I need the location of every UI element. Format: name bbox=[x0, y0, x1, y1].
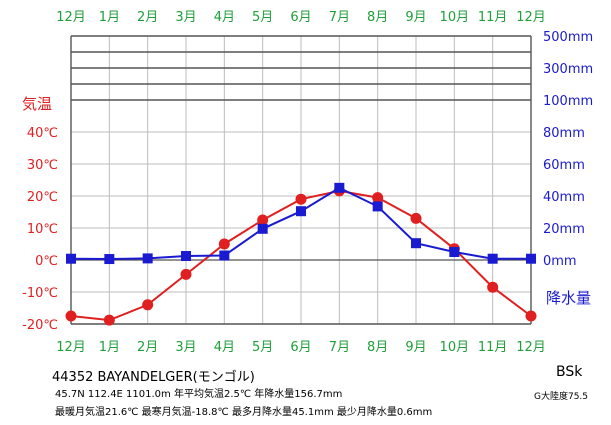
bottom-month-label: 11月 bbox=[478, 340, 508, 355]
bottom-month-label: 8月 bbox=[367, 340, 388, 355]
precipitation-series bbox=[66, 182, 536, 265]
bottom-month-label: 2月 bbox=[137, 340, 158, 355]
precipitation-point bbox=[411, 238, 421, 249]
precipitation-point bbox=[334, 182, 345, 193]
precipitation-point bbox=[66, 253, 76, 264]
station-name: 44352 BAYANDELGER(モンゴル) bbox=[52, 370, 255, 385]
top-month-label: 11月 bbox=[478, 10, 508, 25]
temperature-point bbox=[372, 192, 384, 204]
precipitation-point bbox=[219, 250, 230, 261]
bottom-month-label: 3月 bbox=[175, 340, 196, 355]
temperature-tick-labels: -20℃ -10℃ 0℃ 10℃ 20℃ 30℃ 40℃ bbox=[22, 126, 58, 333]
temperature-point bbox=[295, 193, 307, 205]
station-extremes-summary: 最暖月気温21.6℃ 最寒月気温-18.8℃ 最多月降水量45.1mm 最少月降… bbox=[55, 407, 433, 418]
bottom-month-labels: 12月 1月 2月 3月 4月 5月 6月 7月 8月 9月 10月 11月 12月 bbox=[56, 340, 546, 355]
continentality-index: G大陸度75.5 bbox=[534, 392, 589, 402]
temperature-tick-label: 30℃ bbox=[27, 158, 58, 173]
precipitation-point bbox=[526, 253, 536, 264]
top-month-label: 7月 bbox=[329, 10, 350, 25]
temperature-point bbox=[410, 212, 422, 224]
temperature-point bbox=[180, 268, 192, 280]
bottom-month-label: 12月 bbox=[56, 340, 86, 355]
grid-lines bbox=[71, 36, 531, 324]
bottom-month-label: 6月 bbox=[290, 340, 311, 355]
bottom-month-label: 7月 bbox=[329, 340, 350, 355]
temperature-point bbox=[487, 281, 499, 293]
precipitation-point bbox=[181, 251, 191, 261]
bottom-month-label: 10月 bbox=[440, 340, 470, 355]
temperature-point bbox=[103, 314, 115, 326]
precipitation-tick-label: 20mm bbox=[543, 222, 585, 237]
precipitation-point bbox=[257, 223, 268, 234]
temperature-tick-label: 40℃ bbox=[27, 126, 58, 141]
precipitation-point bbox=[104, 254, 115, 265]
precipitation-point bbox=[142, 253, 153, 264]
temperature-point bbox=[65, 310, 77, 322]
precipitation-point bbox=[372, 201, 383, 212]
precipitation-axis-title: 降水量 bbox=[546, 289, 591, 307]
bottom-month-label: 4月 bbox=[214, 340, 235, 355]
temperature-tick-label: 10℃ bbox=[27, 222, 58, 237]
precipitation-point bbox=[296, 206, 306, 217]
precipitation-tick-label: 40mm bbox=[543, 190, 585, 205]
precipitation-tick-label: 60mm bbox=[543, 158, 585, 173]
precipitation-point bbox=[487, 253, 498, 264]
top-month-label: 1月 bbox=[99, 10, 120, 25]
temperature-tick-label: -20℃ bbox=[22, 318, 58, 333]
top-month-label: 3月 bbox=[175, 10, 196, 25]
bottom-month-label: 9月 bbox=[405, 340, 426, 355]
precipitation-tick-label: 0mm bbox=[543, 254, 577, 269]
temperature-tick-label: 0℃ bbox=[35, 254, 58, 269]
koppen-classification: BSk bbox=[556, 364, 583, 380]
top-month-label: 4月 bbox=[214, 10, 235, 25]
temperature-point bbox=[525, 310, 537, 322]
bottom-month-label: 5月 bbox=[252, 340, 273, 355]
station-location-summary: 45.7N 112.4E 1101.0m 年平均気温2.5℃ 年降水量156.7… bbox=[55, 389, 343, 400]
temperature-point bbox=[142, 299, 154, 311]
top-month-label: 5月 bbox=[252, 10, 273, 25]
plot-frame bbox=[70, 35, 532, 325]
top-month-label: 10月 bbox=[440, 10, 470, 25]
temperature-point bbox=[257, 214, 269, 226]
precipitation-tick-label: 80mm bbox=[543, 126, 585, 141]
precipitation-tick-labels: 0mm 20mm 40mm 60mm 80mm 100mm 300mm 500mm bbox=[543, 30, 593, 269]
top-month-label: 8月 bbox=[367, 10, 388, 25]
top-month-label: 9月 bbox=[405, 10, 426, 25]
precipitation-tick-label: 500mm bbox=[543, 30, 593, 45]
top-month-labels: 12月 1月 2月 3月 4月 5月 6月 7月 8月 9月 10月 11月 12月 bbox=[56, 10, 546, 25]
precipitation-tick-label: 100mm bbox=[543, 94, 593, 109]
bottom-month-label: 12月 bbox=[516, 340, 546, 355]
temperature-point bbox=[218, 238, 230, 250]
temperature-tick-label: -10℃ bbox=[22, 286, 58, 301]
bottom-month-label: 1月 bbox=[99, 340, 120, 355]
top-month-label: 12月 bbox=[56, 10, 86, 25]
temperature-axis-title: 気温 bbox=[22, 95, 52, 113]
top-month-label: 12月 bbox=[516, 10, 546, 25]
temperature-tick-label: 20℃ bbox=[27, 190, 58, 205]
top-month-label: 2月 bbox=[137, 10, 158, 25]
top-month-label: 6月 bbox=[290, 10, 311, 25]
precipitation-point bbox=[449, 247, 460, 257]
precipitation-tick-label: 300mm bbox=[543, 62, 593, 77]
